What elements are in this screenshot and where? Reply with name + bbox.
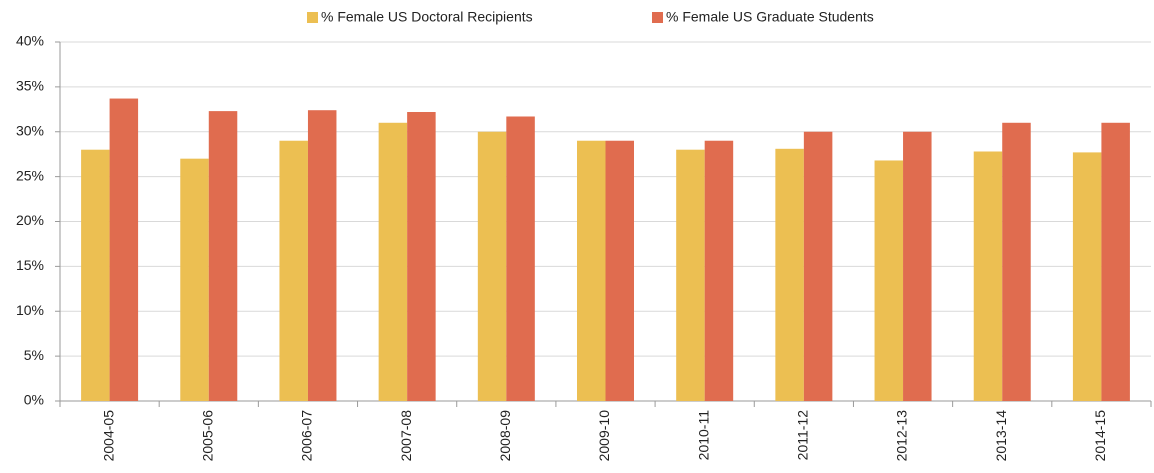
bar [1072, 152, 1102, 401]
bar [180, 158, 209, 401]
bar [605, 140, 634, 401]
legend-label: % Female US Doctoral Recipients [321, 9, 533, 25]
bar [874, 160, 904, 401]
bar [704, 140, 734, 401]
x-tick-label: 2012-13 [894, 410, 910, 462]
bar [973, 151, 1003, 401]
x-tick-label: 2004-05 [100, 410, 116, 462]
x-tick-label: 2005-06 [199, 410, 215, 462]
bar [208, 111, 238, 402]
bar [81, 149, 110, 401]
bar [1002, 122, 1031, 402]
x-tick-label: 2013-14 [993, 410, 1009, 462]
legend-swatch [307, 12, 318, 23]
bar [775, 148, 804, 401]
bar [477, 131, 507, 401]
y-tick-label: 35% [16, 78, 44, 94]
legend-swatch [652, 12, 663, 23]
bar [1101, 122, 1130, 402]
bar [676, 149, 705, 401]
y-tick-label: 15% [16, 257, 44, 273]
y-tick-label: 40% [16, 33, 44, 49]
x-tick-label: 2007-08 [398, 410, 414, 462]
x-tick-label: 2006-07 [299, 410, 315, 462]
y-tick-label: 20% [16, 212, 44, 228]
x-tick-label: 2014-15 [1092, 410, 1108, 462]
y-tick-label: 25% [16, 167, 44, 183]
y-tick-label: 5% [24, 347, 44, 363]
bar [279, 140, 308, 401]
legend-label: % Female US Graduate Students [666, 9, 874, 25]
bar [307, 110, 337, 402]
bar [109, 98, 139, 401]
x-tick-label: 2010-11 [695, 410, 711, 461]
y-tick-label: 30% [16, 122, 44, 138]
x-tick-label: 2009-10 [596, 410, 612, 462]
y-tick-label: 10% [16, 302, 44, 318]
x-tick-label: 2011-12 [795, 410, 811, 461]
bar [803, 131, 833, 401]
bar [378, 122, 408, 402]
y-tick-label: 0% [24, 392, 44, 408]
x-tick-label: 2008-09 [497, 410, 513, 462]
bar [506, 116, 535, 402]
bar [407, 112, 436, 401]
bar [903, 131, 932, 401]
bar [577, 140, 606, 401]
